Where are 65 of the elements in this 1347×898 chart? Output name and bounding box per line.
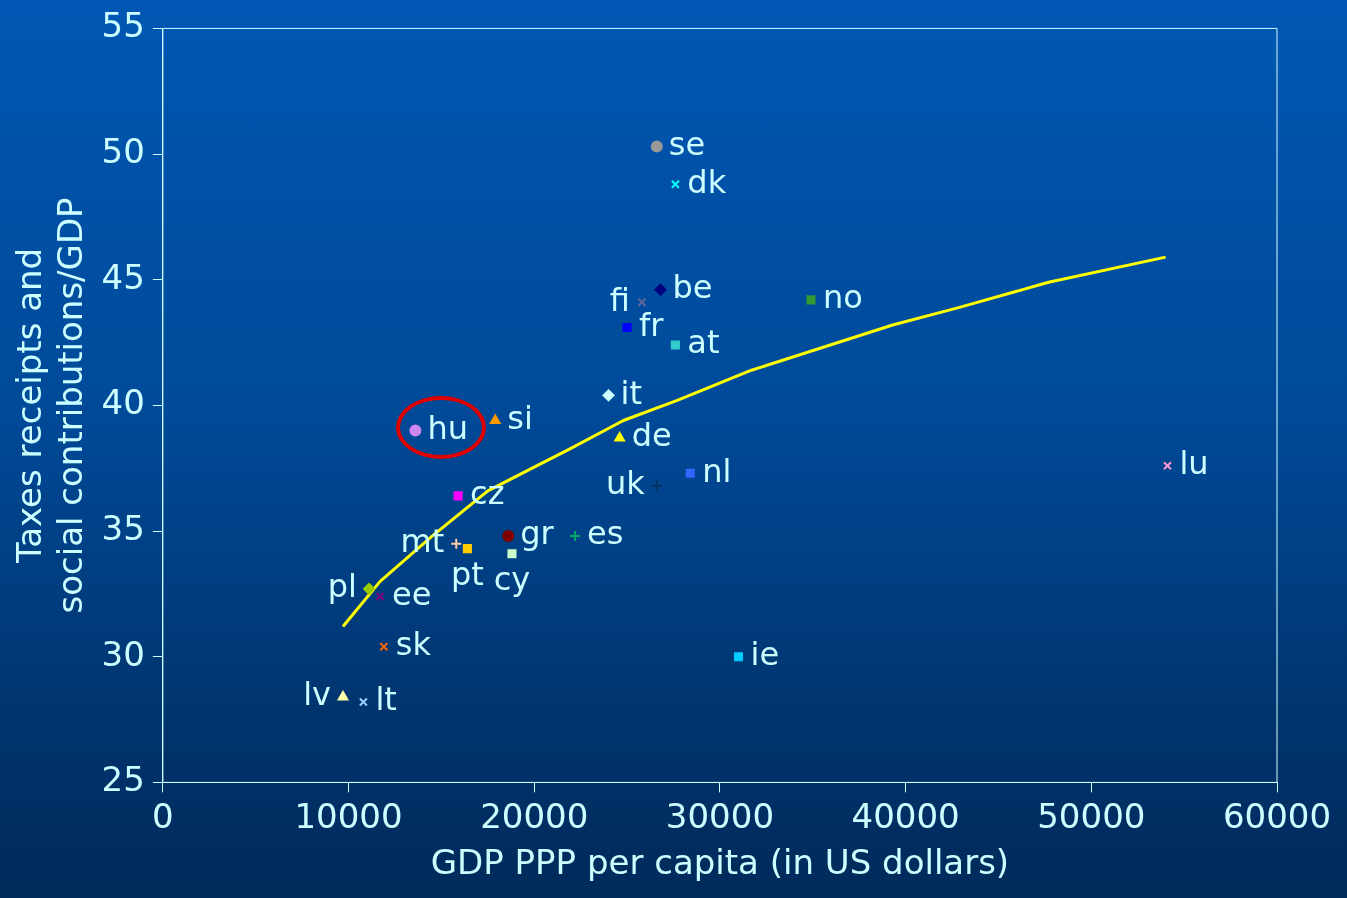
x-axis-title: GDP PPP per capita (in US dollars) [430, 842, 1010, 883]
point [1162, 461, 1172, 471]
point [650, 479, 663, 492]
point [685, 468, 695, 478]
y-tick-label: 50 [101, 130, 145, 171]
point [670, 179, 680, 189]
series-label: sk [395, 624, 432, 663]
x-tick-label: 40000 [851, 795, 960, 836]
series-label: de [631, 416, 672, 455]
point [614, 432, 625, 442]
point [362, 582, 375, 595]
series-label: gr [520, 514, 555, 553]
point [654, 283, 667, 296]
point [450, 537, 463, 550]
series-label: nl [702, 451, 732, 490]
series-label: ee [392, 574, 432, 613]
point [462, 544, 472, 554]
x-tick-label: 10000 [294, 795, 403, 836]
y-tick-label: 30 [101, 633, 145, 674]
series-label: si [507, 398, 533, 437]
point [602, 389, 615, 402]
series-label: dk [687, 162, 727, 201]
x-tick-label: 60000 [1222, 795, 1332, 836]
point [379, 642, 389, 652]
point [622, 322, 632, 333]
series-label: lt [375, 680, 397, 719]
series-label: pt [450, 554, 484, 593]
series-label: no [822, 278, 863, 317]
series-label: es [587, 514, 624, 553]
x-tick-label: 20000 [480, 795, 589, 836]
point [337, 690, 349, 701]
point [670, 340, 680, 350]
y-axis-title: Taxes receipts and social contributions/GDP [9, 197, 91, 614]
series-label: uk [605, 464, 646, 503]
point [453, 491, 463, 501]
series-label: at [687, 323, 720, 362]
point [409, 424, 422, 437]
series-label: ie [750, 635, 780, 674]
y-tick-label: 25 [101, 759, 145, 800]
series-label: pl [327, 567, 357, 606]
series-label: fr [639, 305, 665, 344]
series-label: be [672, 268, 713, 307]
point [502, 530, 515, 543]
series-label: lu [1179, 444, 1209, 483]
point [733, 652, 744, 662]
x-tick-label: 50000 [1037, 795, 1146, 836]
series-label: hu [427, 408, 468, 447]
x-tick-label: 30000 [665, 795, 775, 836]
point [637, 297, 647, 307]
series-label: cy [493, 560, 531, 598]
point [358, 697, 368, 707]
point [489, 414, 501, 424]
y-tick-label: 45 [101, 256, 145, 297]
y-tick-label: 35 [101, 507, 145, 548]
point [375, 591, 385, 601]
series-label: se [668, 124, 706, 163]
y-tick-label: 40 [101, 382, 145, 423]
series-label: fi [609, 280, 630, 319]
series-label: it [620, 373, 642, 412]
point [806, 295, 816, 305]
series-label: lv [303, 675, 331, 714]
y-tick-label: 55 [101, 5, 145, 46]
point [650, 140, 663, 153]
x-tick-label: 0 [152, 795, 174, 836]
point [507, 549, 517, 559]
